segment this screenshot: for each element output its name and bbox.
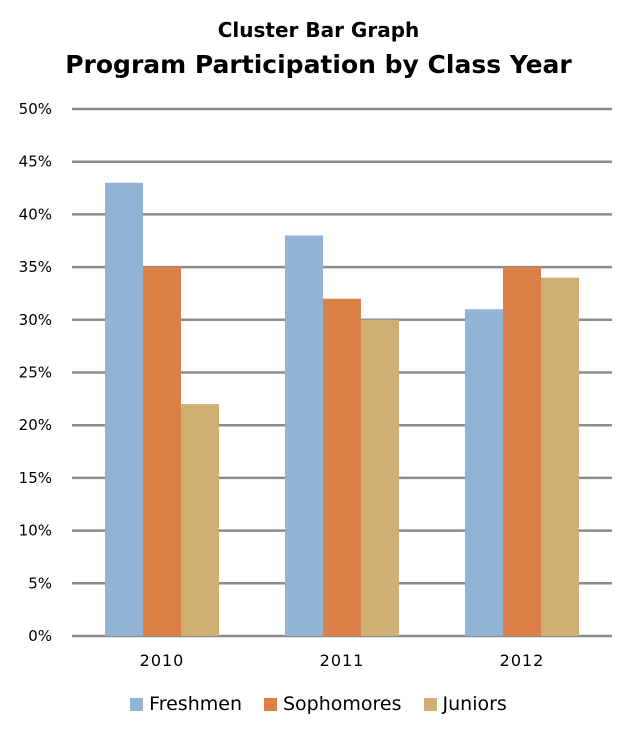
x-tick-label: 2010 bbox=[140, 651, 185, 670]
chart-title: Program Participation by Class Year bbox=[65, 50, 572, 79]
bar-juniors-2011 bbox=[361, 319, 399, 636]
y-tick-label: 50% bbox=[19, 100, 52, 118]
y-tick-label: 25% bbox=[19, 364, 52, 382]
legend-label: Sophomores bbox=[282, 693, 402, 715]
bar-juniors-2012 bbox=[541, 277, 579, 636]
y-tick-label: 20% bbox=[19, 416, 52, 434]
legend: Freshmen Sophomores Juniors bbox=[0, 693, 637, 715]
bar-sophomores-2010 bbox=[143, 267, 181, 636]
bar-freshmen-2012 bbox=[465, 309, 503, 636]
y-tick-label: 30% bbox=[19, 311, 52, 329]
legend-swatch bbox=[263, 697, 277, 711]
bar-freshmen-2011 bbox=[285, 235, 323, 637]
bar-sophomores-2011 bbox=[323, 298, 361, 636]
y-tick-label: 45% bbox=[19, 153, 52, 171]
legend-item: Freshmen bbox=[130, 693, 242, 715]
chart-subtitle: Cluster Bar Graph bbox=[217, 18, 420, 42]
y-tick-label: 0% bbox=[28, 627, 52, 645]
y-tick-label: 40% bbox=[19, 205, 52, 223]
bar-freshmen-2010 bbox=[105, 182, 143, 636]
x-tick-label: 2012 bbox=[500, 651, 545, 670]
legend-item: Sophomores bbox=[263, 693, 402, 715]
bar-juniors-2010 bbox=[181, 404, 219, 636]
legend-label: Juniors bbox=[442, 693, 507, 715]
bar-sophomores-2012 bbox=[503, 267, 541, 636]
legend-swatch bbox=[130, 697, 144, 711]
legend-swatch bbox=[423, 697, 437, 711]
legend-label: Freshmen bbox=[149, 693, 242, 715]
x-tick-label: 2011 bbox=[320, 651, 365, 670]
y-tick-label: 35% bbox=[19, 258, 52, 276]
y-tick-label: 15% bbox=[19, 469, 52, 487]
y-tick-label: 10% bbox=[19, 522, 52, 540]
y-tick-label: 5% bbox=[28, 574, 52, 592]
legend-item: Juniors bbox=[423, 693, 507, 715]
